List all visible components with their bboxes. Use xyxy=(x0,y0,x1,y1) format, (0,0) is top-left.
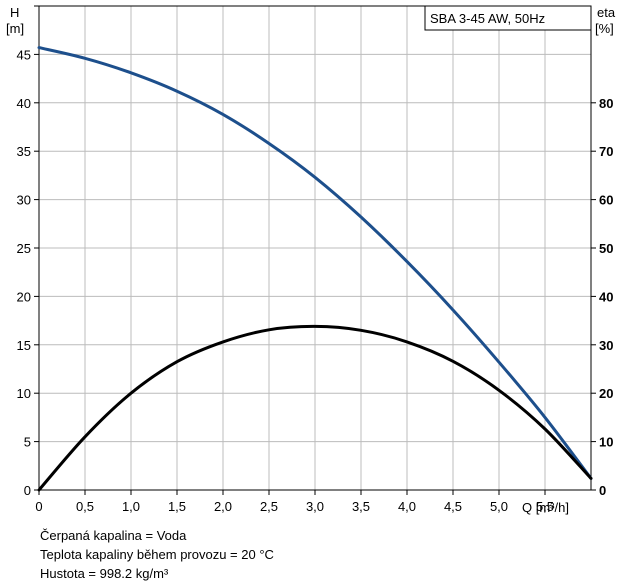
x-tick-label: 1,5 xyxy=(168,499,186,514)
x-tick-label: 0 xyxy=(35,499,42,514)
x-tick-label: 5,0 xyxy=(490,499,508,514)
y-left-label-bottom: [m] xyxy=(6,21,24,36)
y-left-tick-label: 25 xyxy=(17,241,31,256)
pump-performance-chart: 0 0,5 1,0 1,5 2,0 2,5 3,0 3,5 4,0 4,5 5,0 5,5 0 5 10 15… xyxy=(6,5,616,515)
y-right-label-top: eta xyxy=(597,5,616,20)
x-tick-label: 0,5 xyxy=(76,499,94,514)
series-lines xyxy=(37,46,593,492)
note-density: Hustota = 998.2 kg/m³ xyxy=(40,566,169,581)
head-curve-line xyxy=(37,46,593,480)
y-right-label-bottom: [%] xyxy=(595,21,614,36)
x-tick-label: 2,5 xyxy=(260,499,278,514)
x-tick-label: 4,0 xyxy=(398,499,416,514)
x-tick-label: 1,0 xyxy=(122,499,140,514)
x-tick-label: 5,5 xyxy=(536,499,554,514)
x-axis-label: Q [m³/h] xyxy=(522,500,569,515)
y-left-tick-label: 35 xyxy=(17,144,31,159)
chart-title: SBA 3-45 AW, 50Hz xyxy=(430,11,545,26)
axis-ticks: 0 0,5 1,0 1,5 2,0 2,5 3,0 3,5 4,0 4,5 5,0 5,5 0 5 10 15… xyxy=(17,5,613,514)
y-left-tick-label: 30 xyxy=(17,193,31,208)
y-right-tick-label: 80 xyxy=(599,96,613,111)
y-left-tick-label: 40 xyxy=(17,96,31,111)
chart-title-box xyxy=(424,5,592,31)
note-liquid: Čerpaná kapalina = Voda xyxy=(40,528,187,543)
y-left-tick-label: 45 xyxy=(17,47,31,62)
y-right-tick-label: 40 xyxy=(599,289,613,304)
y-right-tick-label: 0 xyxy=(599,483,606,498)
x-tick-label: 3,0 xyxy=(306,499,324,514)
x-tick-label: 3,5 xyxy=(352,499,370,514)
y-left-tick-label: 20 xyxy=(17,289,31,304)
x-tick-label: 2,0 xyxy=(214,499,232,514)
y-right-tick-label: 60 xyxy=(599,193,613,208)
y-right-tick-label: 70 xyxy=(599,144,613,159)
y-right-tick-label: 50 xyxy=(599,241,613,256)
x-tick-label: 4,5 xyxy=(444,499,462,514)
y-right-tick-label: 30 xyxy=(599,338,613,353)
y-right-tick-label: 10 xyxy=(599,435,613,450)
efficiency-curve-line xyxy=(37,324,593,492)
y-right-tick-label: 20 xyxy=(599,386,613,401)
grid xyxy=(38,6,592,491)
y-left-label-top: H xyxy=(10,5,19,20)
y-left-tick-label: 10 xyxy=(17,386,31,401)
note-temperature: Teplota kapaliny během provozu = 20 °C xyxy=(40,547,274,562)
y-left-tick-label: 15 xyxy=(17,338,31,353)
y-left-tick-label: 5 xyxy=(24,435,31,450)
y-left-tick-label: 0 xyxy=(24,483,31,498)
